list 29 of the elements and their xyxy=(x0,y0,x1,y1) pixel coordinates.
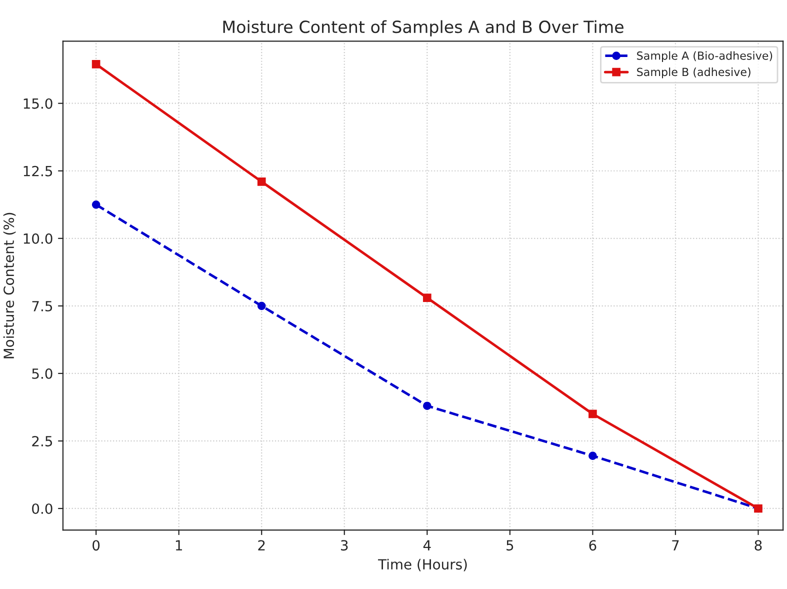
y-axis-title: Moisture Content (%) xyxy=(3,212,16,358)
y-tick-label: 2.5 xyxy=(32,436,52,446)
x-tick-label: 5 xyxy=(506,540,514,551)
legend-label: Sample A (Bio-adhesive) xyxy=(637,51,772,62)
x-tick-label: 2 xyxy=(258,540,265,550)
x-tick-label: 7 xyxy=(672,540,679,550)
point xyxy=(588,452,597,460)
y-tick-label: 5.0 xyxy=(32,368,52,379)
y-tick-label: 7.5 xyxy=(32,301,52,312)
x-axis-title: Time (Hours) xyxy=(378,558,467,572)
legend-label: Sample B (adhesive) xyxy=(637,68,750,78)
point xyxy=(422,294,432,302)
point xyxy=(257,302,266,310)
point xyxy=(257,178,266,186)
x-tick-label: 8 xyxy=(754,540,762,551)
y-tick-label: 10.0 xyxy=(24,233,52,244)
y-tick-label: 12.5 xyxy=(24,166,52,176)
point xyxy=(422,402,432,410)
x-tick-label: 1 xyxy=(176,540,182,550)
y-tick-label: 0.0 xyxy=(32,503,52,514)
x-tick-label: 4 xyxy=(423,540,431,550)
y-tick-label: 15.0 xyxy=(24,98,52,109)
x-tick-label: 0 xyxy=(92,540,100,551)
x-tick-label: 3 xyxy=(341,540,348,551)
point xyxy=(588,410,597,418)
point xyxy=(92,200,100,209)
chart-title: Moisture Content of Samples A and B Over Time xyxy=(223,20,624,36)
x-tick-label: 6 xyxy=(589,540,596,551)
point xyxy=(92,60,100,68)
